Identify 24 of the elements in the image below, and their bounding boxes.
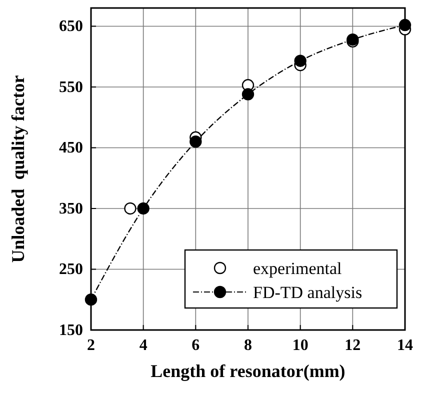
y-tick-label: 550 xyxy=(59,78,83,96)
point xyxy=(84,294,98,306)
x-tick-label: 10 xyxy=(292,337,308,354)
point xyxy=(124,202,136,215)
y-axis-title: Unloaded quality factor xyxy=(8,75,28,263)
point xyxy=(294,54,306,67)
legend-label: experimental xyxy=(253,259,342,278)
x-axis-title: Length of resonator(mm) xyxy=(150,361,346,381)
y-tick-label: 350 xyxy=(59,200,83,218)
point xyxy=(137,202,150,215)
y-tick-label: 450 xyxy=(59,140,83,157)
y-tick-label: 650 xyxy=(59,18,83,36)
point xyxy=(242,88,254,100)
point xyxy=(398,18,412,32)
x-tick-label: 14 xyxy=(397,337,413,354)
x-tick-label: 4 xyxy=(139,337,148,354)
y-tick-label: 150 xyxy=(59,322,83,339)
y-tick-label: 250 xyxy=(59,261,83,278)
legend-label: FD-TD analysis xyxy=(253,283,362,302)
x-tick-label: 6 xyxy=(192,337,200,354)
point xyxy=(190,136,202,148)
x-tick-label: 12 xyxy=(344,337,361,354)
x-tick-label: 2 xyxy=(87,337,95,354)
x-tick-label: 8 xyxy=(244,337,252,354)
